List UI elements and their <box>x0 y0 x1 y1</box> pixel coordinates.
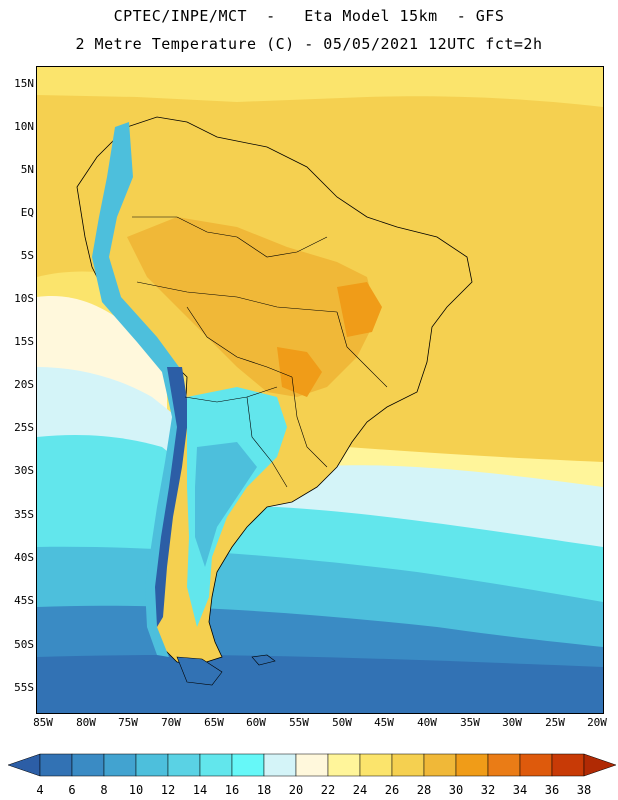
border-segment <box>184 386 278 403</box>
border-segment <box>186 306 293 378</box>
colorbar-label: 28 <box>416 783 432 797</box>
colorbar-box <box>167 753 201 777</box>
temperature-map <box>36 66 604 714</box>
colorbar-arrow-high <box>583 753 617 777</box>
colorbar-label: 14 <box>192 783 208 797</box>
lat-label: 20S <box>14 378 34 391</box>
lat-label: 15N <box>14 77 34 90</box>
colorbar-box <box>423 753 457 777</box>
colorbar-boxes <box>7 753 617 777</box>
colorbar-label: 16 <box>224 783 240 797</box>
lat-label: 25S <box>14 421 34 434</box>
colorbar-label: 12 <box>160 783 176 797</box>
lon-label: 75W <box>118 716 138 729</box>
colorbar-box <box>519 753 553 777</box>
colorbar-label: 18 <box>256 783 272 797</box>
lat-label: 15S <box>14 335 34 348</box>
lon-label: 45W <box>374 716 394 729</box>
border-segment <box>291 376 328 468</box>
lat-label: 40S <box>14 551 34 564</box>
interior-hot-area-2 <box>277 347 322 397</box>
lat-label: 50S <box>14 638 34 651</box>
colorbar-box <box>391 753 425 777</box>
lon-label: 35W <box>460 716 480 729</box>
colorbar-box <box>199 753 233 777</box>
colorbar-label: 32 <box>480 783 496 797</box>
colorbar-label: 8 <box>100 783 108 797</box>
lat-label: 5N <box>20 163 34 176</box>
colorbar-label: 10 <box>128 783 144 797</box>
lon-label: 85W <box>33 716 53 729</box>
colorbar-label: 38 <box>576 783 592 797</box>
border-segment <box>336 311 388 388</box>
colorbar-box <box>231 753 265 777</box>
lat-label: EQ <box>20 206 34 219</box>
lat-label: 35S <box>14 508 34 521</box>
colorbar-label: 6 <box>68 783 76 797</box>
falkland-islands <box>251 654 276 666</box>
border-segment <box>136 281 338 313</box>
colorbar-box <box>551 753 585 777</box>
lon-label: 60W <box>246 716 266 729</box>
colorbar-label: 36 <box>544 783 560 797</box>
colorbar-label: 4 <box>36 783 44 797</box>
field-band-6 <box>37 655 603 713</box>
colorbar-box <box>135 753 169 777</box>
interior-hot-area <box>337 282 382 337</box>
colorbar-box <box>455 753 489 777</box>
colorbar-label: 24 <box>352 783 368 797</box>
colorbar-box <box>359 753 393 777</box>
lat-label: 5S <box>20 249 34 262</box>
southern-cone-cooler <box>195 442 257 567</box>
lat-label: 10S <box>14 292 34 305</box>
colorbar-label: 26 <box>384 783 400 797</box>
interior-warm-area <box>127 217 377 397</box>
lat-label: 10N <box>14 120 34 133</box>
lon-label: 30W <box>502 716 522 729</box>
lon-label: 25W <box>545 716 565 729</box>
lon-label: 20W <box>587 716 607 729</box>
lat-label: 55S <box>14 681 34 694</box>
temperature-field <box>37 67 603 713</box>
lon-label: 65W <box>204 716 224 729</box>
border-segment <box>246 396 288 488</box>
colorbar-label: 22 <box>320 783 336 797</box>
lon-label: 80W <box>76 716 96 729</box>
lon-label: 70W <box>161 716 181 729</box>
colorbar-box <box>295 753 329 777</box>
border-segment <box>236 236 328 258</box>
andes-coldest-ridge <box>155 367 189 627</box>
map-title: CPTEC/INPE/MCT - Eta Model 15km - GFS <box>113 7 505 25</box>
colorbar-box <box>71 753 105 777</box>
lon-label: 55W <box>289 716 309 729</box>
lat-label: 30S <box>14 464 34 477</box>
country-borders <box>132 216 388 488</box>
colorbar-box <box>487 753 521 777</box>
colorbar-box <box>39 753 73 777</box>
colorbar-label: 34 <box>512 783 528 797</box>
map-subtitle: 2 Metre Temperature (C) - 05/05/2021 12U… <box>75 35 543 53</box>
colorbar <box>7 753 617 777</box>
tierra-del-fuego <box>176 656 223 686</box>
colorbar-label: 20 <box>288 783 304 797</box>
colorbar-box <box>103 753 137 777</box>
border-segment <box>132 216 238 238</box>
lat-label: 45S <box>14 594 34 607</box>
lon-label: 50W <box>332 716 352 729</box>
lon-label: 40W <box>417 716 437 729</box>
colorbar-box <box>263 753 297 777</box>
colorbar-label: 30 <box>448 783 464 797</box>
field-band-26 <box>37 67 603 107</box>
colorbar-arrow-low <box>7 753 41 777</box>
colorbar-box <box>327 753 361 777</box>
